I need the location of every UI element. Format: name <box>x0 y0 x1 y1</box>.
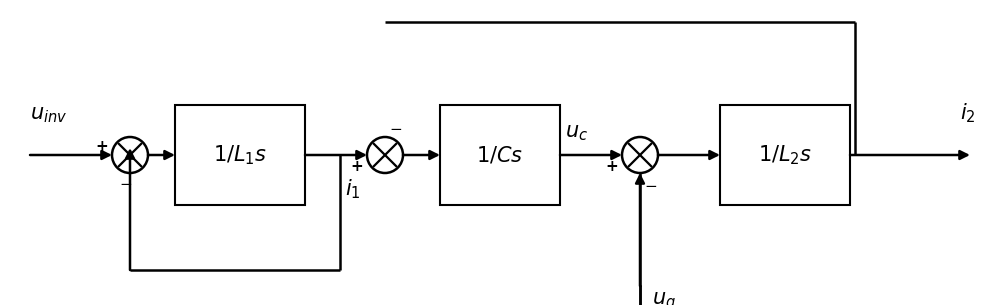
Text: $1/L_1s$: $1/L_1s$ <box>213 143 267 167</box>
Text: +: + <box>95 139 108 154</box>
Text: $-$: $-$ <box>119 175 133 190</box>
Text: $1/Cs$: $1/Cs$ <box>476 145 524 166</box>
Text: $i_2$: $i_2$ <box>960 101 976 125</box>
Text: $1/L_2s$: $1/L_2s$ <box>758 143 812 167</box>
Bar <box>175 105 305 205</box>
Text: $u_{inv}$: $u_{inv}$ <box>30 106 67 125</box>
Text: $i_1$: $i_1$ <box>345 177 361 201</box>
Bar <box>440 105 560 205</box>
Text: $u_c$: $u_c$ <box>565 124 588 143</box>
Text: +: + <box>605 159 618 174</box>
Text: $-$: $-$ <box>644 177 657 192</box>
Bar <box>720 105 850 205</box>
Text: $-$: $-$ <box>389 120 402 135</box>
Text: +: + <box>350 159 363 174</box>
Text: $u_g$: $u_g$ <box>652 290 676 305</box>
